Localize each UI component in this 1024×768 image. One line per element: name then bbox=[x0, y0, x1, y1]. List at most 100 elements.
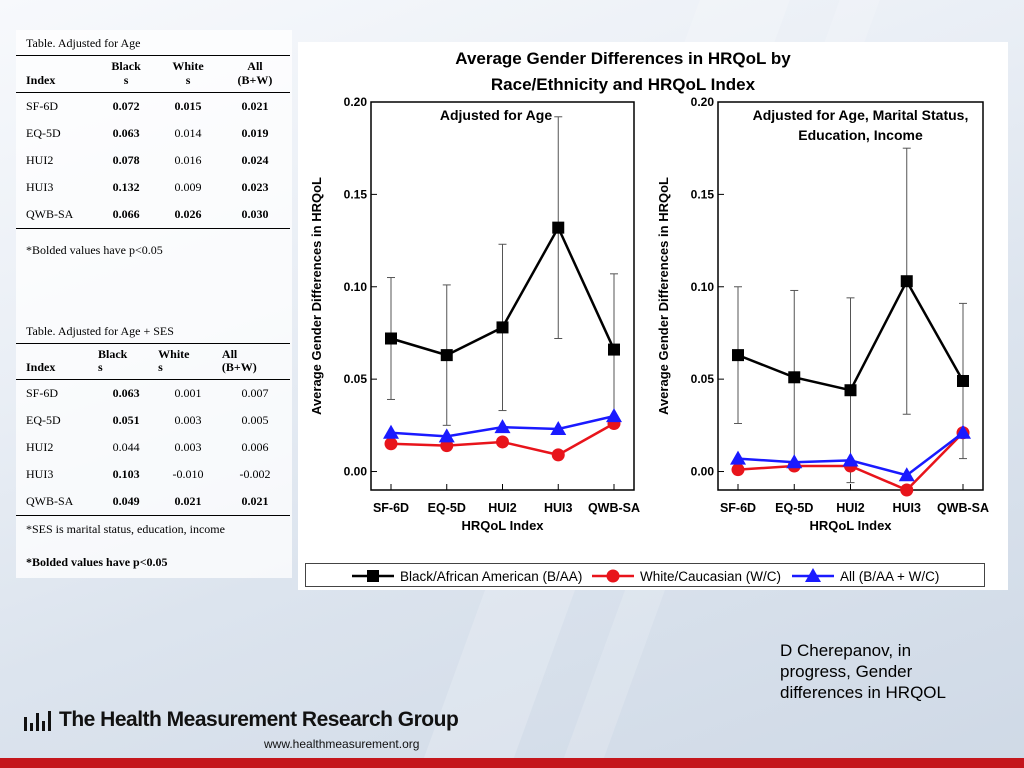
table1-cell-white: 0.015 bbox=[174, 98, 202, 113]
y-tick-label: 0.05 bbox=[691, 372, 715, 386]
y-axis-label: Average Gender Differences in HRQoL bbox=[656, 177, 671, 415]
table-row: SF-6D 0.063 0.001 0.007 bbox=[16, 380, 290, 408]
table2-cell-all: 0.021 bbox=[241, 494, 269, 509]
data-point bbox=[550, 421, 567, 436]
table1-cell-white: 0.016 bbox=[174, 152, 202, 167]
table2-header-blacks: Black s bbox=[98, 346, 128, 375]
y-tick-label: 0.20 bbox=[344, 95, 368, 109]
table1-cell-white: 0.026 bbox=[174, 206, 202, 221]
table1-cell-black: 0.078 bbox=[112, 152, 140, 167]
table2-cell-index: SF-6D bbox=[26, 386, 59, 401]
x-axis-label: HRQoL Index bbox=[461, 518, 544, 533]
table1-cell-black: 0.066 bbox=[112, 206, 140, 221]
legend-marker bbox=[367, 570, 379, 582]
x-tick-label: SF-6D bbox=[373, 501, 409, 515]
table2-cell-white: 0.003 bbox=[174, 440, 202, 455]
table1-note: *Bolded values have p<0.05 bbox=[26, 242, 163, 257]
chart-panel-age-ses: 0.00 0.05 0.10 0.15 0.20 SF-6D EQ-5D HUI2 HUI3 QW… bbox=[656, 95, 989, 533]
data-point bbox=[384, 437, 398, 451]
table-row: HUI2 0.078 0.016 0.024 bbox=[16, 147, 290, 174]
table2-cell-white: -0.010 bbox=[172, 467, 204, 482]
table1-cell-index: HUI3 bbox=[26, 179, 54, 194]
table2-cell-all: 0.005 bbox=[241, 413, 269, 428]
x-tick-label: HUI2 bbox=[836, 501, 865, 515]
data-point bbox=[552, 221, 565, 234]
table1-cell-all: 0.030 bbox=[241, 206, 269, 221]
panel-title: Adjusted for Age, Marital Status, bbox=[753, 107, 969, 123]
chart-figure: Average Gender Differences in HRQoL by R… bbox=[309, 49, 989, 533]
data-point bbox=[551, 448, 565, 462]
table2-cell-black: 0.051 bbox=[112, 413, 140, 428]
legend-label: Black/African American (B/AA) bbox=[400, 569, 582, 584]
data-point bbox=[385, 332, 397, 345]
table1-header-all: All (B+W) bbox=[237, 59, 273, 87]
table2-cell-all: 0.006 bbox=[241, 440, 269, 455]
panel-title: Adjusted for Age bbox=[440, 107, 552, 123]
y-axis-label: Average Gender Differences in HRQoL bbox=[309, 177, 324, 415]
tables-panel: Table. Adjusted for Age Index Black s Whi… bbox=[16, 30, 292, 579]
data-point bbox=[496, 321, 509, 334]
table1-cell-all: 0.021 bbox=[241, 98, 269, 113]
data-point bbox=[608, 343, 620, 356]
table1-cell-all: 0.019 bbox=[241, 125, 269, 140]
y-tick-label: 0.00 bbox=[691, 465, 715, 479]
table2-note-ses: *SES is marital status, education, incom… bbox=[26, 522, 225, 537]
table1-cell-white: 0.009 bbox=[174, 179, 202, 194]
y-tick-label: 0.00 bbox=[344, 465, 368, 479]
table-row: EQ-5D 0.051 0.003 0.005 bbox=[16, 407, 290, 434]
table2-cell-black: 0.049 bbox=[112, 494, 140, 509]
legend-label: White/Caucasian (W/C) bbox=[640, 569, 781, 584]
y-tick-label: 0.10 bbox=[691, 280, 715, 294]
y-tick-label: 0.05 bbox=[344, 372, 368, 386]
table1-header-whites: White s bbox=[172, 59, 204, 87]
chart-legend: Black/African American (B/AA) White/Cauca… bbox=[305, 563, 985, 587]
table1-cell-black: 0.063 bbox=[112, 125, 140, 140]
x-tick-label: HUI3 bbox=[893, 501, 922, 515]
data-point bbox=[900, 275, 913, 288]
table-adjusted-age-ses: Index Black s White s All (B+W) SF-6D 0.063 0… bbox=[16, 343, 290, 517]
table1-cell-white: 0.014 bbox=[174, 125, 202, 140]
table2-cell-white: 0.003 bbox=[174, 413, 202, 428]
data-point bbox=[383, 424, 399, 439]
x-tick-label: QWB-SA bbox=[937, 501, 989, 515]
table2-cell-white: 0.021 bbox=[174, 494, 202, 509]
legend-svg: Black/African American (B/AA) White/Cauca… bbox=[352, 568, 939, 584]
data-point bbox=[731, 463, 745, 477]
table1-header-blacks: Black s bbox=[111, 59, 141, 87]
table2-cell-all: 0.007 bbox=[241, 386, 269, 401]
figure-panel: Average Gender Differences in HRQoL by R… bbox=[298, 42, 1008, 590]
table-row: QWB-SA 0.049 0.021 0.021 bbox=[16, 488, 290, 516]
table1-cell-index: HUI2 bbox=[26, 152, 54, 167]
organization-url: www.healthmeasurement.org bbox=[264, 737, 420, 751]
data-point bbox=[898, 467, 915, 482]
figure-title-line1: Average Gender Differences in HRQoL by bbox=[455, 49, 791, 68]
x-tick-label: SF-6D bbox=[720, 501, 756, 515]
data-point bbox=[440, 349, 453, 362]
table2-header-whites: White s bbox=[158, 346, 190, 375]
figure-title-line2: Race/Ethnicity and HRQoL Index bbox=[491, 75, 756, 94]
table2-cell-black: 0.103 bbox=[112, 467, 140, 482]
table-adjusted-age: Index Black s White s All (B+W) SF-6D 0.072 0… bbox=[16, 55, 290, 229]
table2-cell-white: 0.001 bbox=[174, 386, 202, 401]
data-point bbox=[842, 452, 859, 467]
table-row: HUI3 0.132 0.009 0.023 bbox=[16, 174, 290, 201]
panel-title: Education, Income bbox=[798, 127, 923, 143]
data-point bbox=[844, 384, 857, 397]
footer-red-bar bbox=[0, 758, 1024, 768]
table-row: SF-6D 0.072 0.015 0.021 bbox=[16, 92, 290, 120]
table1-cell-all: 0.023 bbox=[241, 179, 269, 194]
legend-label: All (B/AA + W/C) bbox=[840, 569, 939, 584]
table2-header-all: All (B+W) bbox=[221, 346, 257, 375]
table2-caption: Table. Adjusted for Age + SES bbox=[26, 323, 174, 338]
table1-cell-black: 0.072 bbox=[112, 98, 140, 113]
y-tick-label: 0.20 bbox=[691, 95, 715, 109]
table2-header-index: Index bbox=[26, 360, 56, 375]
data-point bbox=[494, 419, 511, 434]
data-point bbox=[957, 374, 969, 387]
data-point bbox=[606, 408, 622, 423]
table2-cell-index: HUI2 bbox=[26, 440, 54, 455]
legend-marker bbox=[606, 569, 620, 583]
legend-marker bbox=[805, 568, 821, 582]
table-row: HUI2 0.044 0.003 0.006 bbox=[16, 434, 290, 461]
data-point bbox=[730, 450, 746, 465]
